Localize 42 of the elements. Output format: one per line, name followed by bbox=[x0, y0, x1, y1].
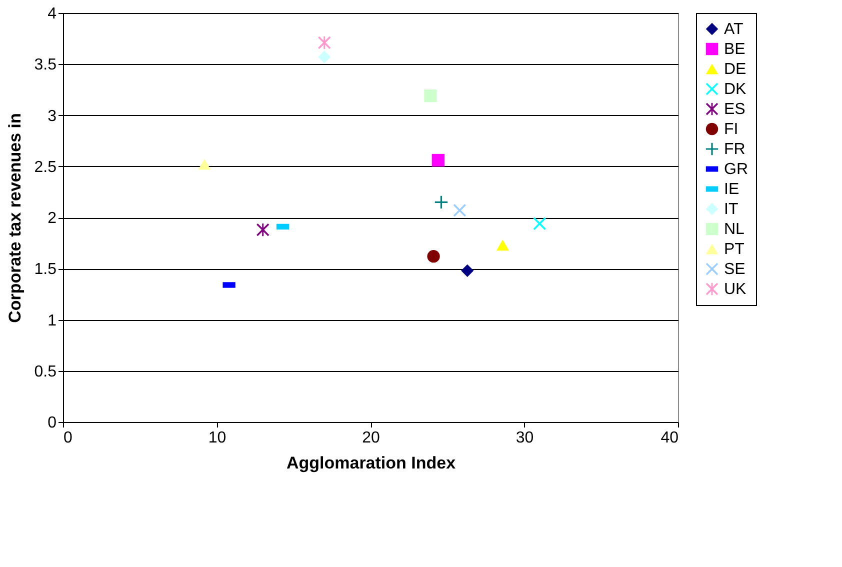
legend-label: IT bbox=[724, 201, 738, 218]
x-tick-label: 10 bbox=[208, 430, 226, 446]
point bbox=[318, 36, 331, 49]
y-tick-label: 1 bbox=[48, 312, 57, 330]
x-tick-label: 0 bbox=[64, 430, 72, 446]
x-tick-label: 20 bbox=[362, 430, 380, 446]
point bbox=[461, 264, 474, 277]
legend-label: SE bbox=[724, 261, 746, 278]
y-tick-label: 3 bbox=[48, 108, 57, 125]
x-axis-title: Agglomaration Index bbox=[286, 454, 456, 472]
legend-label: UK bbox=[724, 281, 747, 298]
y-tick-label: 3.5 bbox=[34, 56, 57, 74]
point bbox=[427, 250, 440, 263]
point bbox=[198, 158, 211, 170]
legend-label: FI bbox=[724, 121, 738, 138]
point bbox=[318, 50, 331, 64]
legend-label: AT bbox=[724, 21, 744, 38]
y-axis-title: Corporate tax revenues in bbox=[5, 113, 24, 323]
y-tick-label: 2 bbox=[48, 210, 57, 227]
y-tick-label: 1.5 bbox=[34, 261, 57, 278]
legend-label: PT bbox=[724, 241, 745, 258]
point bbox=[256, 223, 270, 236]
x-tick-label: 30 bbox=[516, 430, 534, 446]
legend-label: ES bbox=[724, 101, 746, 118]
legend-label: NL bbox=[724, 221, 745, 238]
y-tick-label: 0.5 bbox=[34, 363, 57, 380]
legend-label: FR bbox=[724, 141, 746, 158]
x-tick-label: 40 bbox=[660, 430, 679, 446]
y-tick-label: 4 bbox=[48, 6, 57, 22]
legend-label: IE bbox=[724, 181, 740, 198]
point bbox=[432, 154, 444, 167]
point bbox=[424, 90, 437, 102]
point bbox=[434, 196, 448, 208]
legend-label: DE bbox=[724, 61, 746, 78]
point bbox=[496, 240, 510, 251]
point bbox=[453, 204, 466, 217]
legend-label: GR bbox=[724, 161, 748, 178]
legend-label: DK bbox=[724, 81, 747, 98]
y-tick-label: 0 bbox=[48, 414, 57, 432]
legend-label: BE bbox=[724, 41, 746, 58]
point bbox=[533, 217, 546, 230]
y-tick-label: 2.5 bbox=[34, 158, 57, 176]
